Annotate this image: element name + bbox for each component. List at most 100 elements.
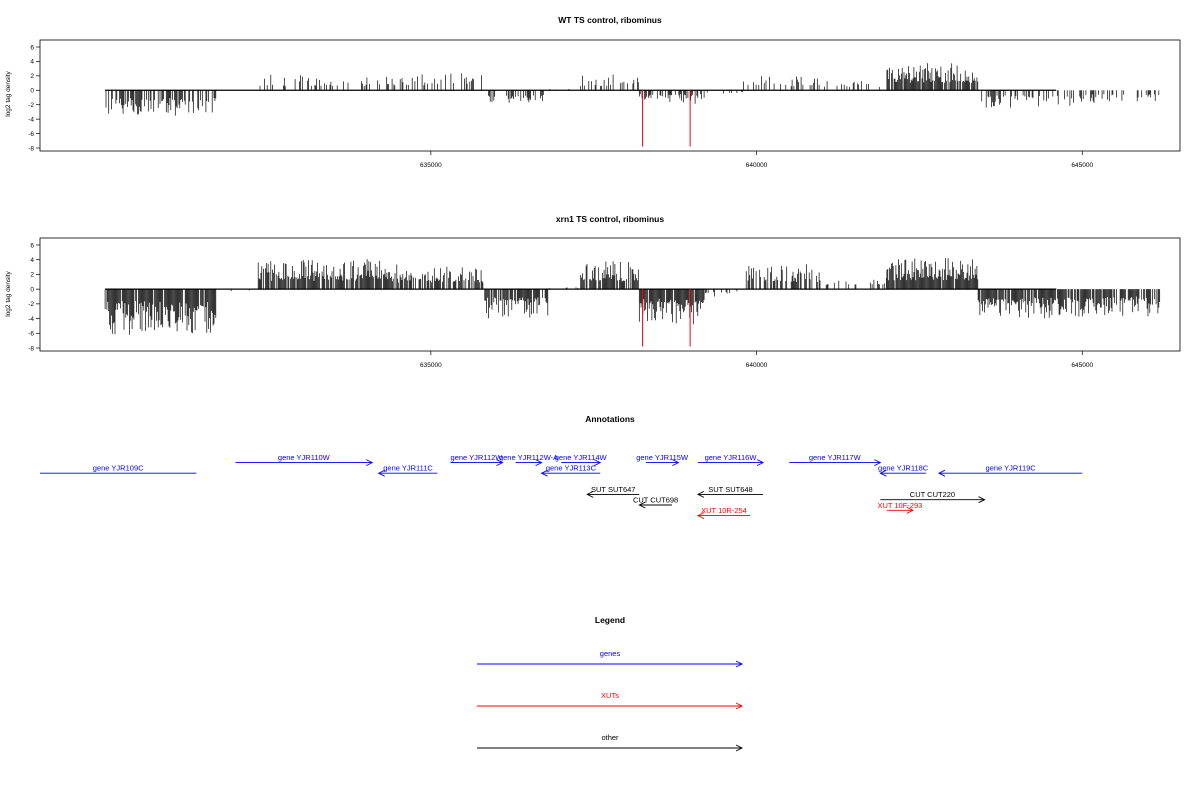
annotation-features: gene YJR109C gene YJR110W gene YJR111C gene… xyxy=(40,453,1083,520)
annotation-arrow-arrowhead xyxy=(874,459,882,467)
wt-track-title: WT TS control, ribominus xyxy=(558,15,662,25)
annotation-feature: CUT CUT698 xyxy=(633,496,678,509)
annotation-feature: gene YJR119C xyxy=(937,464,1083,477)
annotation-feature: CUT CUT220 xyxy=(880,490,986,504)
annotation-feature: XUT 10R-254 xyxy=(696,506,751,520)
legend-label: XUTs xyxy=(601,691,619,700)
annotation-label: gene YJR117W xyxy=(809,453,862,462)
annotation-arrow-arrowhead xyxy=(535,459,543,467)
xrn1-y-tick-label: -8 xyxy=(28,345,34,352)
xrn1-track-panel: xrn1 TS control, ribominus log2 tag dens… xyxy=(5,214,1181,369)
annotation-feature: gene YJR111C xyxy=(377,464,438,477)
annotation-feature: gene YJR116W xyxy=(697,453,765,467)
annotation-arrow-arrowhead xyxy=(937,469,946,477)
legend-label: genes xyxy=(600,649,621,658)
annotation-arrow-arrowhead xyxy=(696,512,705,520)
legend-entry: XUTs xyxy=(477,691,744,710)
annotation-arrow-arrowhead xyxy=(594,459,602,467)
wt-y-tick-label: 4 xyxy=(30,59,34,66)
annotation-label: gene YJR110W xyxy=(278,453,331,462)
annotation-label: gene YJR119C xyxy=(986,464,1037,473)
annotation-feature: XUT 10F-293 xyxy=(877,501,922,514)
annotation-arrow-arrowhead xyxy=(377,469,385,477)
annotation-feature: gene YJR112W-A xyxy=(499,453,558,467)
wt-x-tick-label: 640000 xyxy=(746,162,768,169)
annotation-arrow-arrowhead xyxy=(638,501,646,509)
xrn1-x-ticks: 635000 640000 645000 xyxy=(420,351,1094,369)
xrn1-y-ticks: 6 4 2 0 -2 -4 -6 -8 xyxy=(28,242,40,352)
legend-arrow-arrowhead xyxy=(735,744,744,752)
annotation-arrow-arrowhead xyxy=(540,469,548,477)
xrn1-x-tick-label: 645000 xyxy=(1071,362,1093,369)
xrn1-y-tick-label: 0 xyxy=(30,286,34,293)
annotation-arrow-arrowhead xyxy=(879,469,887,477)
annotation-feature: gene YJR115W xyxy=(636,453,689,467)
annotation-label: gene YJR118C xyxy=(878,464,929,473)
annotation-label: gene YJR111C xyxy=(383,464,433,473)
wt-y-ticks: 6 4 2 0 -2 -4 -6 -8 xyxy=(28,44,40,152)
wt-plot-frame xyxy=(39,39,1181,152)
wt-y-tick-label: -6 xyxy=(28,131,34,138)
annotation-label: XUT 10R-254 xyxy=(701,506,747,515)
annotation-arrow-arrowhead xyxy=(756,459,765,467)
annotations-title: Annotations xyxy=(585,414,635,424)
annotation-arrow-arrowhead xyxy=(696,490,705,498)
legend-panel: Legend genes XUTs other xyxy=(477,615,744,752)
legend-arrow-arrowhead xyxy=(735,702,744,710)
wt-y-tick-label: -2 xyxy=(28,102,34,109)
annotation-label: SUT SUT647 xyxy=(591,485,635,494)
annotation-feature: gene YJR110W xyxy=(235,453,374,467)
annotation-feature: SUT SUT647 xyxy=(586,485,640,498)
wt-y-tick-label: -4 xyxy=(28,116,34,123)
xrn1-x-tick-label: 640000 xyxy=(746,362,768,369)
annotation-feature: gene YJR117W xyxy=(789,453,882,467)
wt-y-tick-label: 2 xyxy=(30,73,34,80)
annotation-feature: gene YJR114W xyxy=(555,453,608,467)
xrn1-x-tick-label: 635000 xyxy=(420,362,442,369)
wt-y-tick-label: 6 xyxy=(30,44,34,51)
legend-label: other xyxy=(601,733,619,742)
annotation-arrow-arrowhead xyxy=(496,459,504,467)
annotation-feature: gene YJR118C xyxy=(878,464,929,477)
annotation-arrow-arrowhead xyxy=(978,496,986,504)
legend-arrow-arrowhead xyxy=(735,660,744,668)
wt-y-axis-label: log2 tag density xyxy=(5,70,12,116)
annotation-feature: gene YJR113C xyxy=(540,464,601,477)
xrn1-y-tick-label: -6 xyxy=(28,331,34,338)
wt-x-tick-label: 645000 xyxy=(1071,162,1093,169)
wt-y-tick-label: -8 xyxy=(28,145,34,152)
wt-y-tick-label: 0 xyxy=(30,88,34,95)
xrn1-plot-frame xyxy=(39,237,1181,352)
annotation-label: SUT SUT648 xyxy=(708,485,752,494)
wt-track-panel: WT TS control, ribominus log2 tag densit… xyxy=(5,15,1181,169)
annotation-label: CUT CUT698 xyxy=(633,496,678,505)
annotation-arrow-arrowhead xyxy=(586,490,594,498)
xrn1-bars xyxy=(104,258,1161,347)
annotation-arrow-arrowhead xyxy=(906,506,914,514)
legend-title: Legend xyxy=(595,615,625,625)
annotation-label: gene YJR116W xyxy=(705,453,758,462)
annotation-label: gene YJR113C xyxy=(546,464,597,473)
xrn1-y-tick-label: 6 xyxy=(30,242,34,249)
annotation-label: XUT 10F-293 xyxy=(877,501,922,510)
annotation-arrow-arrowhead xyxy=(366,459,374,467)
legend-entry: genes xyxy=(477,649,744,668)
wt-x-ticks: 635000 640000 645000 xyxy=(420,151,1094,169)
xrn1-y-axis-label: log2 tag density xyxy=(5,270,12,316)
xrn1-track-title: xrn1 TS control, ribominus xyxy=(556,214,664,224)
annotation-arrow-arrowhead xyxy=(672,459,680,467)
xrn1-y-tick-label: -2 xyxy=(28,301,34,308)
annotation-label: gene YJR112W xyxy=(451,453,504,462)
legend-entries: genes XUTs other xyxy=(477,649,744,752)
annotation-feature: gene YJR112W xyxy=(450,453,504,467)
xrn1-y-tick-label: -4 xyxy=(28,316,34,323)
xrn1-y-tick-label: 4 xyxy=(30,257,34,264)
annotation-label: CUT CUT220 xyxy=(910,490,955,499)
annotation-feature: SUT SUT648 xyxy=(696,485,764,498)
annotation-label: gene YJR112W-A xyxy=(499,453,558,462)
annotation-label: gene YJR114W xyxy=(555,453,608,462)
wt-bars xyxy=(105,63,1160,147)
xrn1-y-tick-label: 2 xyxy=(30,272,34,279)
